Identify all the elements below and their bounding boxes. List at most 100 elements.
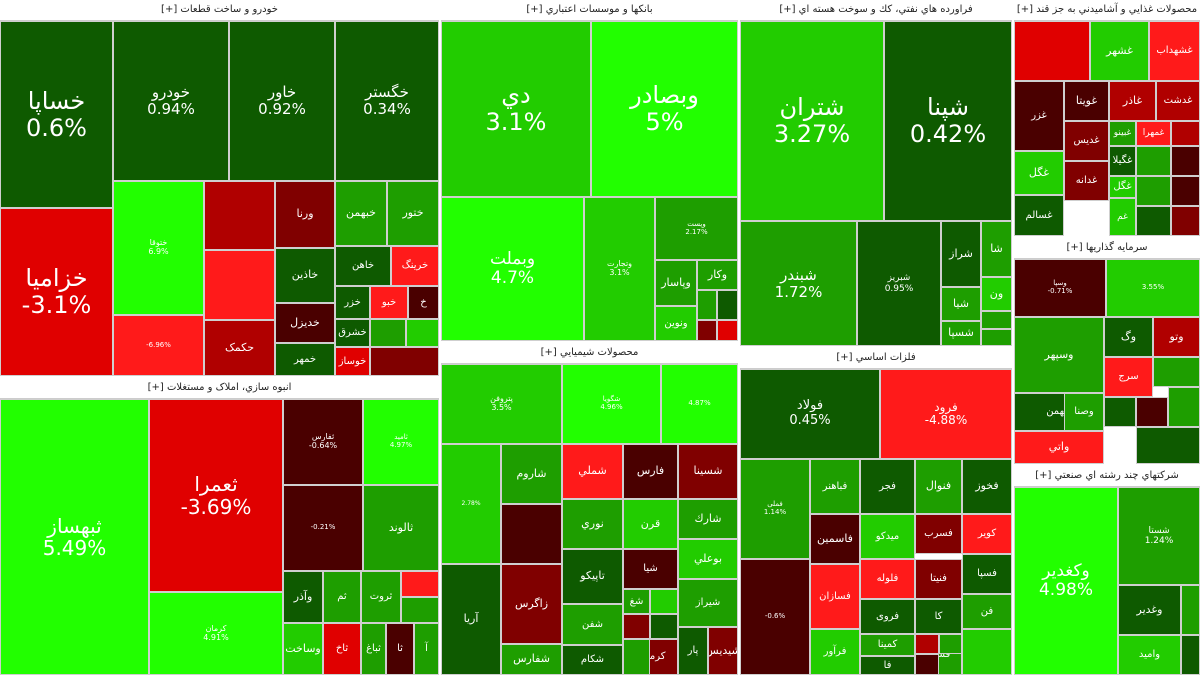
stock-tile[interactable] <box>1136 206 1171 236</box>
stock-tile[interactable]: ثاخ <box>323 623 361 675</box>
stock-tile[interactable]: خ <box>408 286 439 319</box>
stock-tile[interactable]: فن <box>962 594 1012 629</box>
stock-tile[interactable]: فنیتا <box>915 559 962 599</box>
sector-title[interactable]: فلزات اساسي [+] <box>740 348 1012 369</box>
stock-tile[interactable] <box>204 250 275 320</box>
stock-tile[interactable]: خبهمن <box>335 181 387 246</box>
stock-tile[interactable]: فسرب <box>915 514 962 554</box>
sector-title[interactable]: خودرو و ساخت قطعات [+] <box>0 0 439 21</box>
sector-title[interactable]: شرکتهاي چند رشته اي صنعتي [+] <box>1014 466 1200 487</box>
stock-tile[interactable]: ثعمرا -3.69% <box>149 399 283 592</box>
stock-tile[interactable] <box>1136 397 1168 427</box>
stock-tile[interactable]: ونوین <box>655 306 697 341</box>
stock-tile[interactable]: فا <box>860 656 915 675</box>
stock-tile[interactable]: -6.96% <box>113 315 204 376</box>
stock-tile[interactable]: شسپا <box>941 321 981 346</box>
stock-tile[interactable]: فباهنر <box>810 459 860 514</box>
stock-tile[interactable] <box>962 629 1012 675</box>
stock-tile[interactable]: آريا <box>441 564 501 675</box>
stock-tile[interactable]: سرج <box>1104 357 1153 397</box>
sector-title[interactable]: محصولات غذايي و آشاميدني به جز قند [+] <box>1014 0 1200 21</box>
stock-tile[interactable]: -0.21% <box>283 485 363 571</box>
sector-title[interactable]: انبوه سازي، املاک و مستغلات [+] <box>0 378 439 399</box>
stock-tile[interactable]: غشهر <box>1090 21 1149 81</box>
stock-tile[interactable]: شسینا <box>678 444 738 499</box>
stock-tile[interactable]: خرینگ <box>391 246 439 286</box>
stock-tile[interactable]: خزر <box>335 286 370 319</box>
stock-tile[interactable]: غویتا <box>1064 81 1109 121</box>
stock-tile[interactable]: وساخت <box>283 623 323 675</box>
stock-tile[interactable]: واميد <box>1118 635 1181 675</box>
stock-tile[interactable] <box>1153 357 1200 387</box>
stock-tile[interactable] <box>717 290 738 320</box>
stock-tile[interactable]: وآذر <box>283 571 323 623</box>
stock-tile[interactable]: غگل <box>1014 151 1064 195</box>
stock-tile[interactable]: کمینا <box>860 634 915 656</box>
stock-tile[interactable]: ورنا <box>275 181 335 248</box>
stock-tile[interactable]: غبینو <box>1109 121 1136 146</box>
stock-tile[interactable] <box>717 320 738 341</box>
stock-tile[interactable] <box>939 634 962 654</box>
stock-tile[interactable]: شیا <box>941 287 981 321</box>
stock-tile[interactable] <box>697 320 717 341</box>
stock-tile[interactable] <box>1171 121 1200 146</box>
stock-tile[interactable]: شفن <box>562 604 623 645</box>
stock-tile[interactable]: شیا <box>623 549 678 589</box>
stock-tile[interactable]: خاذین <box>275 248 335 303</box>
stock-tile[interactable]: خدیزل <box>275 303 335 343</box>
stock-tile[interactable]: فارس <box>623 444 678 499</box>
stock-tile[interactable]: شارك <box>678 499 738 539</box>
stock-tile[interactable]: غاذر <box>1109 81 1156 121</box>
stock-tile[interactable]: نوري <box>562 499 623 549</box>
stock-tile[interactable]: غدیس <box>1064 121 1109 161</box>
stock-tile[interactable] <box>623 639 650 675</box>
stock-tile[interactable]: فسپا <box>962 554 1012 594</box>
stock-tile[interactable]: خشرق <box>335 319 370 347</box>
stock-tile[interactable]: -0.6% <box>740 559 810 675</box>
stock-tile[interactable]: میدکو <box>860 514 915 559</box>
stock-tile[interactable]: وبصادر 5% <box>591 21 738 197</box>
stock-tile[interactable]: حکمک <box>204 320 275 376</box>
stock-tile[interactable]: وگ <box>1104 317 1153 357</box>
stock-tile[interactable]: شپنا 0.42% <box>884 21 1012 221</box>
stock-tile[interactable] <box>697 290 717 320</box>
stock-tile[interactable]: آ <box>414 623 439 675</box>
stock-tile[interactable]: ون <box>981 277 1012 311</box>
stock-tile[interactable]: خوساز <box>335 347 370 376</box>
stock-tile[interactable]: غگل <box>1109 176 1136 198</box>
stock-tile[interactable] <box>401 571 439 597</box>
stock-tile[interactable]: خمهر <box>275 343 335 376</box>
stock-tile[interactable]: فنوال <box>915 459 962 514</box>
stock-tile[interactable]: فرود -4.88% <box>880 369 1012 459</box>
stock-tile[interactable]: شیراز <box>678 579 738 627</box>
sector-title[interactable]: سرمايه گذاريها [+] <box>1014 238 1200 259</box>
stock-tile[interactable]: وپست 2.17% <box>655 197 738 260</box>
stock-tile[interactable]: غزر <box>1014 81 1064 151</box>
stock-tile[interactable]: فسازان <box>810 564 860 629</box>
stock-tile[interactable]: خودرو 0.94% <box>113 21 229 181</box>
stock-tile[interactable]: شملي <box>562 444 623 499</box>
stock-tile[interactable] <box>981 329 1012 346</box>
stock-tile[interactable]: وبملت 4.7% <box>441 197 584 341</box>
stock-tile[interactable] <box>370 319 406 347</box>
stock-tile[interactable]: خاور 0.92% <box>229 21 335 181</box>
stock-tile[interactable]: فلوله <box>860 559 915 599</box>
stock-tile[interactable]: کویر <box>962 514 1012 554</box>
sector-title[interactable]: فراورده هاي نفتي، كك و سوخت هسته اي [+] <box>740 0 1012 21</box>
stock-tile[interactable] <box>1171 206 1200 236</box>
stock-tile[interactable]: شبریز 0.95% <box>857 221 941 346</box>
stock-tile[interactable] <box>370 347 439 376</box>
stock-tile[interactable]: فخوز <box>962 459 1012 514</box>
stock-tile[interactable] <box>401 597 439 623</box>
stock-tile[interactable]: کرمان 4.91% <box>149 592 283 675</box>
stock-tile[interactable] <box>1171 146 1200 176</box>
stock-tile[interactable] <box>204 181 275 250</box>
stock-tile[interactable] <box>501 504 562 564</box>
stock-tile[interactable] <box>406 319 439 347</box>
stock-tile[interactable]: واتي <box>1014 431 1104 464</box>
sector-title[interactable]: بانکها و موسسات اعتباري [+] <box>441 0 738 21</box>
stock-tile[interactable]: غشهداب <box>1149 21 1200 81</box>
stock-tile[interactable]: شکام <box>562 645 623 675</box>
stock-tile[interactable]: ثم <box>323 571 361 623</box>
stock-tile[interactable]: شگویا 4.96% <box>562 364 661 444</box>
